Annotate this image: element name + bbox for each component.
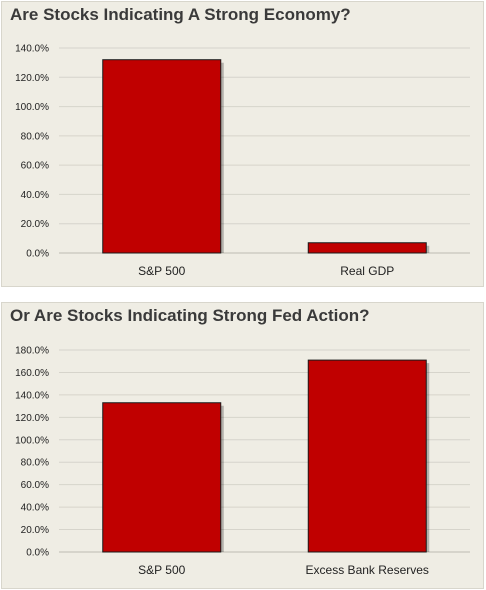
bar-s-p-500 (102, 402, 222, 553)
y-tick-label: 100.0% (15, 435, 49, 446)
y-tick-label: 180.0% (15, 346, 49, 357)
chart-panel-economy: Are Stocks Indicating A Strong Economy? … (1, 1, 484, 287)
x-category-label: S&P 500 (138, 563, 185, 577)
y-tick-label: 60.0% (21, 480, 49, 491)
y-tick-label: 20.0% (21, 525, 49, 536)
bar-chart-fed-action: 0.0% 20.0% 40.0% 60.0% 80.0% 100.0% 120.0% 140.… (15, 346, 470, 577)
y-tick-label: 0.0% (26, 249, 49, 260)
y-tick-label: 140.0% (15, 390, 49, 401)
y-tick-label: 0.0% (26, 548, 49, 559)
y-tick-label: 20.0% (21, 219, 49, 230)
bar-excess-bank-reserves (307, 359, 427, 553)
y-tick-label: 80.0% (21, 458, 49, 469)
y-tick-label: 120.0% (15, 413, 49, 424)
bar-chart-economy: 0.0% 20.0% 40.0% 60.0% 80.0% 100.0% 120.0% 140.… (15, 44, 470, 278)
y-tick-label: 60.0% (21, 161, 49, 172)
chart-panel-fed-action: Or Are Stocks Indicating Strong Fed Acti… (1, 302, 484, 589)
y-tick-label: 40.0% (21, 190, 49, 201)
y-tick-label: 140.0% (15, 44, 49, 55)
y-tick-label: 40.0% (21, 503, 49, 514)
y-tick-label: 100.0% (15, 102, 49, 113)
chart-title: Are Stocks Indicating A Strong Economy? (10, 5, 351, 24)
x-category-label: S&P 500 (138, 264, 185, 278)
y-tick-label: 80.0% (21, 131, 49, 142)
bar-real-gdp (307, 242, 427, 254)
x-category-label: Real GDP (340, 264, 394, 278)
y-tick-label: 120.0% (15, 73, 49, 84)
x-category-label: Excess Bank Reserves (306, 563, 429, 577)
chart-title: Or Are Stocks Indicating Strong Fed Acti… (10, 306, 370, 325)
bar-s-p-500 (102, 59, 222, 254)
y-tick-label: 160.0% (15, 368, 49, 379)
